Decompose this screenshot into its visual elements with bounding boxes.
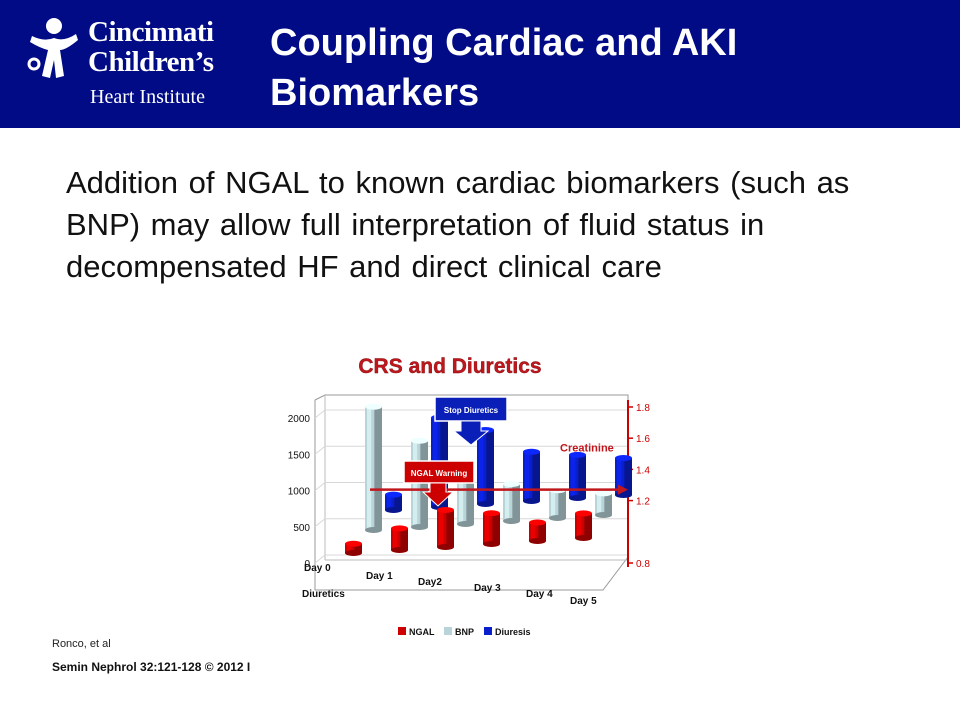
legend-swatch xyxy=(484,627,492,635)
creatinine-line: Creatinine xyxy=(370,443,628,495)
gridline-diagonal xyxy=(314,554,326,564)
stop-diuretics-text: Stop Diuretics xyxy=(444,406,499,415)
bar-ngal xyxy=(575,510,592,541)
bar-ngal xyxy=(391,525,408,553)
bar-ngal xyxy=(483,510,500,547)
logo-text-line1: Cincinnati xyxy=(88,16,214,48)
left-axis-tick-label: 500 xyxy=(293,523,310,534)
x-axis-labels: Day 0 Day 1 Day2 Day 3 Day 4 Day 5 xyxy=(304,563,597,607)
right-axis-tick-label: 1.8 xyxy=(636,403,650,414)
ngal-warning-text: NGAL Warning xyxy=(411,469,468,478)
ngal-warning-callout: NGAL Warning xyxy=(403,460,475,507)
bar-diuresis xyxy=(477,427,494,507)
legend-entry-label: Diuresis xyxy=(495,627,531,637)
body-paragraph: Addition of NGAL to known cardiac biomar… xyxy=(66,165,850,284)
legend-swatch xyxy=(444,627,452,635)
header-bar: Cincinnati Children’s Heart Institute Co… xyxy=(0,0,960,128)
left-y-axis: 0 500 1000 1500 2000 xyxy=(288,414,311,570)
slide-title: Coupling Cardiac and AKI Biomarkers xyxy=(270,18,910,118)
child-figure-icon xyxy=(27,18,78,78)
x-tick-label: Day 0 xyxy=(304,563,331,574)
citation-journal: Semin Nephrol 32:121-128 © 2012 I xyxy=(52,660,251,674)
left-axis-tick-label: 0 xyxy=(304,559,310,570)
bar-diuresis xyxy=(523,448,540,504)
gridline-diagonal xyxy=(314,409,326,419)
right-axis-tick-label: 0.8 xyxy=(636,559,650,570)
bar-bnp xyxy=(595,490,612,518)
logo-text-line3: Heart Institute xyxy=(90,86,205,108)
x-tick-label: Day 4 xyxy=(526,589,553,600)
bar-diuresis xyxy=(385,491,402,513)
left-axis-tick-label: 1000 xyxy=(288,487,311,498)
chart-legend: NGAL BNP Diuresis xyxy=(398,627,531,637)
citation-author: Ronco, et al xyxy=(52,638,111,650)
cincinnati-childrens-logo: Cincinnati Children’s Heart Institute xyxy=(18,10,248,120)
gridline-diagonal xyxy=(314,445,326,455)
bar-bnp xyxy=(549,487,566,521)
right-axis-tick-label: 1.4 xyxy=(636,465,650,476)
bar-ngal xyxy=(437,507,454,550)
x-tick-label: Day 3 xyxy=(474,583,501,594)
x-tick-label: Day2 xyxy=(418,577,442,588)
stop-diuretics-callout: Stop Diuretics xyxy=(434,396,508,446)
legend-entry-label: BNP xyxy=(455,627,474,637)
right-axis-tick-label: 1.2 xyxy=(636,497,650,508)
crs-diuretics-chart: CRS and Diuretics 0 500 1000 1500 2000 0.8 1.… xyxy=(288,355,651,637)
left-axis-tick-label: 1500 xyxy=(288,450,311,461)
diuretics-axis-label: Diuretics xyxy=(302,589,345,600)
legend-entry-label: NGAL xyxy=(409,627,435,637)
bar-bnp xyxy=(365,403,382,533)
x-tick-label: Day 1 xyxy=(366,571,393,582)
chart-title: CRS and Diuretics xyxy=(358,355,541,378)
bar-ngal xyxy=(345,540,362,556)
bar-bnp xyxy=(503,481,520,524)
right-axis-tick-label: 1.6 xyxy=(636,434,650,445)
slide-title-line2: Biomarkers xyxy=(270,72,480,114)
bar-ngal xyxy=(529,519,546,544)
bar-diuresis xyxy=(569,451,586,501)
creatinine-label: Creatinine xyxy=(560,443,614,455)
bar-bnp xyxy=(411,437,428,530)
gridline-diagonal xyxy=(314,518,326,528)
legend-swatch xyxy=(398,627,406,635)
x-tick-label: Day 5 xyxy=(570,596,597,607)
chart-bars xyxy=(345,403,632,556)
left-axis-tick-label: 2000 xyxy=(288,414,311,425)
slide-title-line1: Coupling Cardiac and AKI xyxy=(270,22,738,64)
logo-text-line2: Children’s xyxy=(88,46,214,78)
gridline-diagonal xyxy=(314,482,326,491)
